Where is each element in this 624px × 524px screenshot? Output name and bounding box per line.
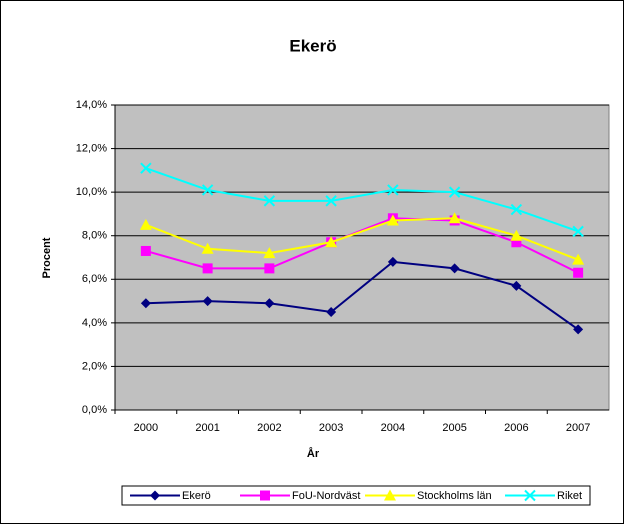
y-tick-label: 2,0% — [82, 360, 107, 372]
y-tick-label: 0,0% — [82, 404, 107, 416]
legend-label: Ekerö — [182, 490, 211, 502]
x-tick-label: 2007 — [566, 422, 590, 434]
y-tick-label: 14,0% — [76, 99, 107, 111]
data-point — [448, 212, 461, 224]
legend-marker — [524, 489, 536, 502]
data-point — [573, 324, 584, 335]
data-point — [263, 195, 276, 207]
data-point — [510, 203, 523, 216]
data-point — [449, 263, 460, 274]
data-point — [386, 214, 399, 226]
x-tick-label: 2005 — [442, 422, 466, 434]
data-point — [572, 253, 585, 265]
series-line — [145, 217, 579, 274]
data-point — [511, 237, 522, 248]
y-tick-label: 4,0% — [82, 317, 107, 329]
data-point — [201, 242, 214, 254]
legend-marker — [260, 490, 270, 501]
legend-label: FoU-Nordväst — [292, 490, 360, 502]
data-point — [573, 267, 584, 278]
y-tick-label: 10,0% — [76, 186, 107, 198]
data-point — [140, 245, 151, 256]
x-tick-label: 2006 — [504, 422, 528, 434]
legend-marker — [150, 490, 160, 501]
data-point — [448, 186, 461, 198]
x-tick-label: 2002 — [257, 422, 281, 434]
legend-label: Stockholms län — [417, 490, 492, 502]
data-point — [202, 263, 213, 274]
chart-title: Ekerö — [289, 36, 336, 55]
data-point — [572, 225, 584, 238]
plot-area — [114, 104, 610, 411]
x-tick-label: 2004 — [381, 422, 405, 434]
data-point — [140, 162, 152, 174]
data-point — [201, 184, 214, 196]
data-point — [140, 298, 151, 309]
data-point — [325, 195, 337, 207]
legend — [121, 485, 591, 506]
x-tick-label: 2001 — [195, 422, 219, 434]
y-tick-label: 6,0% — [82, 273, 107, 285]
x-tick-label: 2000 — [134, 422, 158, 434]
y-tick-label: 8,0% — [82, 230, 107, 242]
data-point — [511, 280, 522, 291]
data-point — [263, 247, 276, 259]
series-line — [145, 260, 579, 331]
x-axis-label: År — [307, 447, 320, 460]
series-line — [145, 217, 579, 261]
data-point — [264, 298, 275, 309]
data-point — [139, 218, 152, 230]
series-line — [145, 167, 579, 233]
data-point — [326, 306, 337, 317]
legend-marker — [384, 489, 396, 501]
y-tick-label: 12,0% — [76, 142, 107, 154]
legend-label: Riket — [557, 490, 582, 502]
data-point — [510, 229, 523, 241]
x-tick-label: 2003 — [319, 422, 343, 434]
data-point — [387, 184, 399, 196]
y-axis-label: Procent — [41, 237, 53, 278]
data-point — [202, 296, 213, 307]
data-point — [325, 236, 338, 248]
data-point — [387, 256, 398, 267]
data-point — [264, 263, 275, 274]
